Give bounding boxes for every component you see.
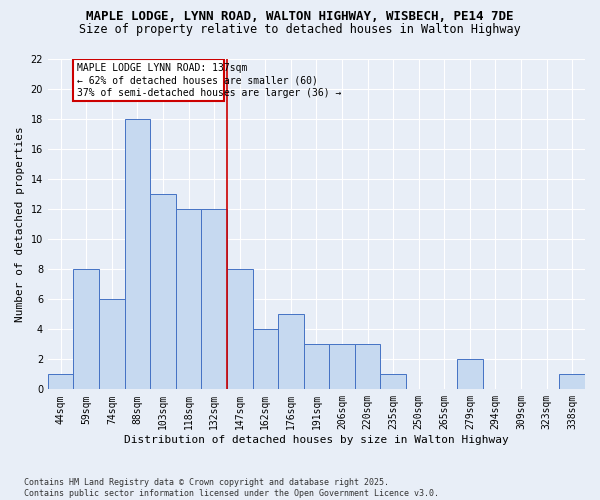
Text: Contains HM Land Registry data © Crown copyright and database right 2025.
Contai: Contains HM Land Registry data © Crown c… [24, 478, 439, 498]
Bar [329, 344, 355, 390]
Bar [99, 299, 125, 390]
Bar [253, 330, 278, 390]
X-axis label: Distribution of detached houses by size in Walton Highway: Distribution of detached houses by size … [124, 435, 509, 445]
Bar [355, 344, 380, 390]
Bar [380, 374, 406, 390]
Bar [278, 314, 304, 390]
Bar [202, 209, 227, 390]
Bar [304, 344, 329, 390]
Bar [48, 374, 73, 390]
Bar [125, 119, 150, 390]
Bar [227, 269, 253, 390]
Text: ← 62% of detached houses are smaller (60): ← 62% of detached houses are smaller (60… [77, 76, 318, 86]
Bar [73, 269, 99, 390]
Y-axis label: Number of detached properties: Number of detached properties [15, 126, 25, 322]
FancyBboxPatch shape [73, 59, 224, 101]
Text: MAPLE LODGE, LYNN ROAD, WALTON HIGHWAY, WISBECH, PE14 7DE: MAPLE LODGE, LYNN ROAD, WALTON HIGHWAY, … [86, 10, 514, 23]
Bar [457, 360, 482, 390]
Text: Size of property relative to detached houses in Walton Highway: Size of property relative to detached ho… [79, 22, 521, 36]
Text: 37% of semi-detached houses are larger (36) →: 37% of semi-detached houses are larger (… [77, 88, 342, 99]
Bar [176, 209, 202, 390]
Bar [150, 194, 176, 390]
Bar [559, 374, 585, 390]
Text: MAPLE LODGE LYNN ROAD: 137sqm: MAPLE LODGE LYNN ROAD: 137sqm [77, 63, 248, 73]
